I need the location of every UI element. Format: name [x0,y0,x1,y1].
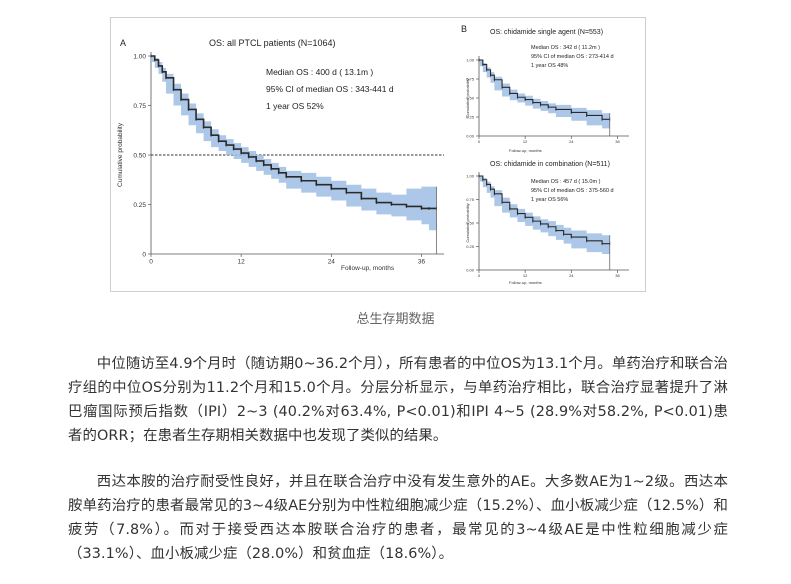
y-tick-label-2-4: 1.00 [466,173,475,178]
x-tick-label-1-0: 0 [478,139,481,144]
y-axis-label-0: Cumulative probability [117,122,124,187]
y-tick-label-2-3: 0.75 [466,197,475,202]
x-tick-label-2-2: 24 [569,273,574,278]
x-tick-label-2-1: 12 [523,273,528,278]
y-tick-label-1-0: 0.00 [466,133,475,138]
x-tick-label-1-2: 24 [569,139,574,144]
x-axis-label-0: Follow-up, months [341,265,395,272]
y-tick-label-1-3: 0.75 [466,76,475,81]
paragraph-adverse-events: 西达本胺的治疗耐受性良好，并且在联合治疗中没有发生意外的AE。大多数AE为1~2… [68,474,728,562]
x-tick-label-2-3: 36 [615,273,620,278]
y-tick-label-0-3: 0.75 [133,103,146,110]
annotation-1-0: Median OS : 342 d ( 11.2m ) [531,45,600,51]
y-tick-label-2-2: 0.50 [466,220,475,225]
y-tick-label-2-1: 0.25 [466,244,475,249]
y-tick-label-2-0: 0.00 [466,267,475,272]
annotation-0-2: 1 year OS 52% [266,101,324,111]
annotation-0-1: 95% CI of median OS : 343-441 d [266,84,394,94]
figure-caption: 总生存期数据 [356,312,435,327]
annotation-1-2: 1 year OS 48% [531,63,568,69]
y-tick-label-1-1: 0.25 [466,114,475,119]
confidence-band-2 [479,176,610,255]
paragraph-survival: 中位随访至4.9个月时（随访期0~36.2个月），所有患者的中位OS为13.1个… [68,356,728,444]
annotation-1-1: 95% CI of median OS : 273-414 d [531,54,614,60]
annotation-2-1: 95% CI of median OS : 375-560 d [531,188,614,194]
panel-label-b: B [461,24,467,34]
x-tick-label-1-3: 36 [615,139,620,144]
chart-b-single-agent: OS: chidamide single agent (N=553) 0.00 0.… [465,29,629,153]
x-tick-label-2-0: 0 [478,273,481,278]
x-tick-label-0-2: 24 [328,259,336,266]
x-tick-label-0-0: 0 [149,259,153,266]
confidence-band-1 [479,60,610,129]
annotation-2-2: 1 year OS 56% [531,197,568,203]
annotation-2-0: Median OS : 457 d ( 15.0m ) [531,179,601,185]
panel-label-a: A [120,38,126,48]
y-tick-label-1-4: 1.00 [466,57,475,62]
y-tick-label-0-0: 0 [142,251,146,258]
x-axis-label-2: Follow-up, months [509,280,542,285]
x-tick-label-1-1: 12 [523,139,528,144]
chart-title-0: OS: all PTCL patients (N=1064) [209,38,335,48]
chart-title-2: OS: chidamide in combination (N=511) [490,161,610,168]
x-tick-label-0-1: 12 [238,259,246,266]
y-tick-label-0-2: 0.50 [133,152,146,159]
y-axis-label-2: Cumulative probability [465,203,470,242]
y-tick-label-0-4: 1.00 [133,53,146,60]
confidence-band-0 [151,56,437,231]
km-curves-svg: A B OS: all PTCL patients (N=1064) 0 0.25 0… [117,24,629,285]
x-tick-label-0-3: 36 [418,259,426,266]
x-axis-label-1: Follow-up, months [509,148,542,153]
y-tick-label-1-2: 0.50 [466,95,475,100]
survival-figure: A B OS: all PTCL patients (N=1064) 0 0.25 0… [110,17,646,292]
y-axis-label-1: Cumulative probability [465,78,470,117]
chart-b-combination: OS: chidamide in combination (N=511) 0.00… [465,161,629,285]
y-tick-label-0-1: 0.25 [133,202,146,209]
annotation-0-0: Median OS : 400 d ( 13.1m ) [266,67,373,77]
chart-a-all-patients: OS: all PTCL patients (N=1064) 0 0.25 0.50 0… [117,38,444,272]
chart-title-1: OS: chidamide single agent (N=553) [490,29,603,36]
